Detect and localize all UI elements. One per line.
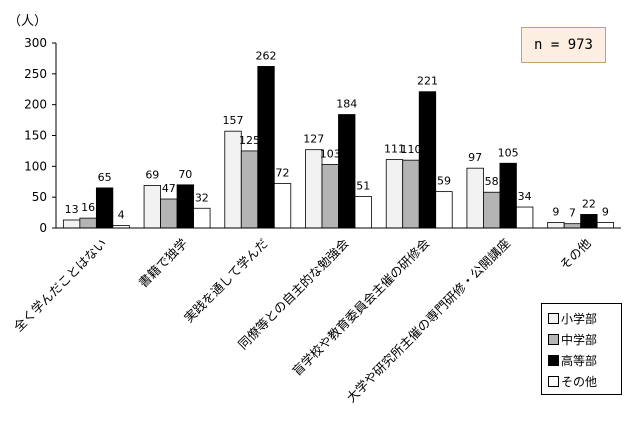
data-label-high-school: 105 bbox=[498, 146, 519, 159]
data-label-high-school: 65 bbox=[98, 171, 112, 184]
x-category-label: 全く学んだことはない bbox=[10, 236, 109, 335]
x-category-label: 書籍で独学 bbox=[135, 236, 190, 291]
bar-elementary bbox=[143, 185, 161, 229]
bar-high-school bbox=[176, 184, 194, 229]
data-label-other: 9 bbox=[602, 205, 609, 218]
bar-elementary bbox=[547, 222, 565, 229]
data-label-junior-high: 110 bbox=[400, 143, 421, 156]
data-label-high-school: 22 bbox=[582, 197, 596, 210]
bar-elementary bbox=[466, 167, 484, 229]
data-label-junior-high: 7 bbox=[569, 207, 576, 220]
legend-label-high-school: 高等部 bbox=[561, 354, 598, 368]
data-label-other: 72 bbox=[276, 167, 290, 180]
data-label-elementary: 69 bbox=[145, 168, 159, 181]
legend: 小学部 中学部 高等部 その他 bbox=[541, 303, 622, 395]
x-category-label: 実践を通して学んだ bbox=[181, 236, 271, 326]
bar-elementary bbox=[385, 159, 404, 229]
legend-swatch-elementary bbox=[548, 313, 559, 324]
bar-elementary bbox=[305, 149, 323, 229]
bar-junior-high bbox=[160, 198, 178, 229]
data-label-junior-high: 125 bbox=[239, 134, 260, 147]
sample-size-text: n = 973 bbox=[533, 37, 593, 53]
x-category-label: その他 bbox=[557, 235, 594, 272]
data-label-elementary: 111 bbox=[384, 143, 405, 156]
bar-high-school bbox=[418, 91, 437, 229]
y-tick-label: 150 bbox=[24, 129, 47, 143]
y-tick-label: 250 bbox=[24, 67, 47, 81]
bar-other bbox=[273, 183, 292, 229]
data-label-high-school: 221 bbox=[417, 75, 438, 88]
bar-high-school bbox=[95, 187, 114, 229]
data-label-elementary: 9 bbox=[552, 205, 559, 218]
bar-high-school bbox=[338, 114, 356, 229]
data-label-high-school: 70 bbox=[178, 168, 192, 181]
bar-high-school bbox=[499, 162, 517, 229]
x-category-label: 盲学校や教育委員会主催の研修会 bbox=[289, 235, 433, 379]
bar-high-school bbox=[257, 66, 275, 229]
data-label-high-school: 262 bbox=[256, 49, 277, 62]
data-label-other: 32 bbox=[195, 191, 209, 204]
sample-size-box: n = 973 bbox=[521, 27, 606, 63]
legend-swatch-junior-high bbox=[548, 334, 559, 345]
legend-swatch-high-school bbox=[548, 355, 559, 366]
data-label-junior-high: 47 bbox=[162, 182, 176, 195]
data-label-other: 34 bbox=[518, 190, 532, 203]
legend-item-elementary: 小学部 bbox=[548, 308, 621, 329]
y-tick-label: 50 bbox=[32, 190, 47, 204]
bar-other bbox=[354, 196, 372, 229]
bar-junior-high bbox=[321, 164, 339, 229]
bar-elementary bbox=[62, 219, 81, 229]
bar-junior-high bbox=[79, 217, 97, 229]
y-axis-unit-label: （人） bbox=[8, 14, 48, 29]
y-tick-label: 300 bbox=[24, 36, 47, 50]
bar-other bbox=[435, 191, 453, 229]
legend-swatch-other bbox=[548, 376, 559, 387]
y-tick-label: 0 bbox=[39, 221, 47, 235]
data-label-elementary: 157 bbox=[223, 114, 244, 127]
bar-high-school bbox=[580, 214, 598, 229]
x-category-label: 大学や研究所主催の専門研修・公開講座 bbox=[343, 236, 513, 406]
legend-label-junior-high: 中学部 bbox=[561, 333, 598, 347]
data-label-other: 51 bbox=[356, 180, 370, 193]
y-tick-label: 100 bbox=[24, 159, 47, 173]
bar-junior-high bbox=[563, 223, 582, 229]
data-label-elementary: 97 bbox=[468, 151, 482, 164]
data-label-other: 4 bbox=[118, 209, 125, 222]
data-label-high-school: 184 bbox=[336, 98, 357, 111]
legend-label-elementary: 小学部 bbox=[561, 312, 598, 326]
data-label-junior-high: 58 bbox=[485, 175, 499, 188]
legend-item-other: その他 bbox=[548, 371, 621, 392]
bar-junior-high bbox=[402, 159, 420, 229]
data-label-elementary: 127 bbox=[303, 133, 324, 146]
bar-other bbox=[596, 222, 615, 229]
bar-junior-high bbox=[240, 150, 259, 229]
data-label-junior-high: 103 bbox=[320, 147, 341, 160]
data-label-other: 59 bbox=[437, 175, 451, 188]
legend-label-other: その他 bbox=[561, 375, 598, 389]
bar-junior-high bbox=[483, 191, 501, 229]
legend-item-junior-high: 中学部 bbox=[548, 329, 621, 350]
bar-other bbox=[193, 207, 211, 229]
data-label-elementary: 13 bbox=[65, 203, 79, 216]
legend-item-high-school: 高等部 bbox=[548, 350, 621, 371]
data-label-junior-high: 16 bbox=[81, 201, 95, 214]
bar-other bbox=[516, 206, 534, 229]
y-tick-label: 200 bbox=[24, 98, 47, 112]
